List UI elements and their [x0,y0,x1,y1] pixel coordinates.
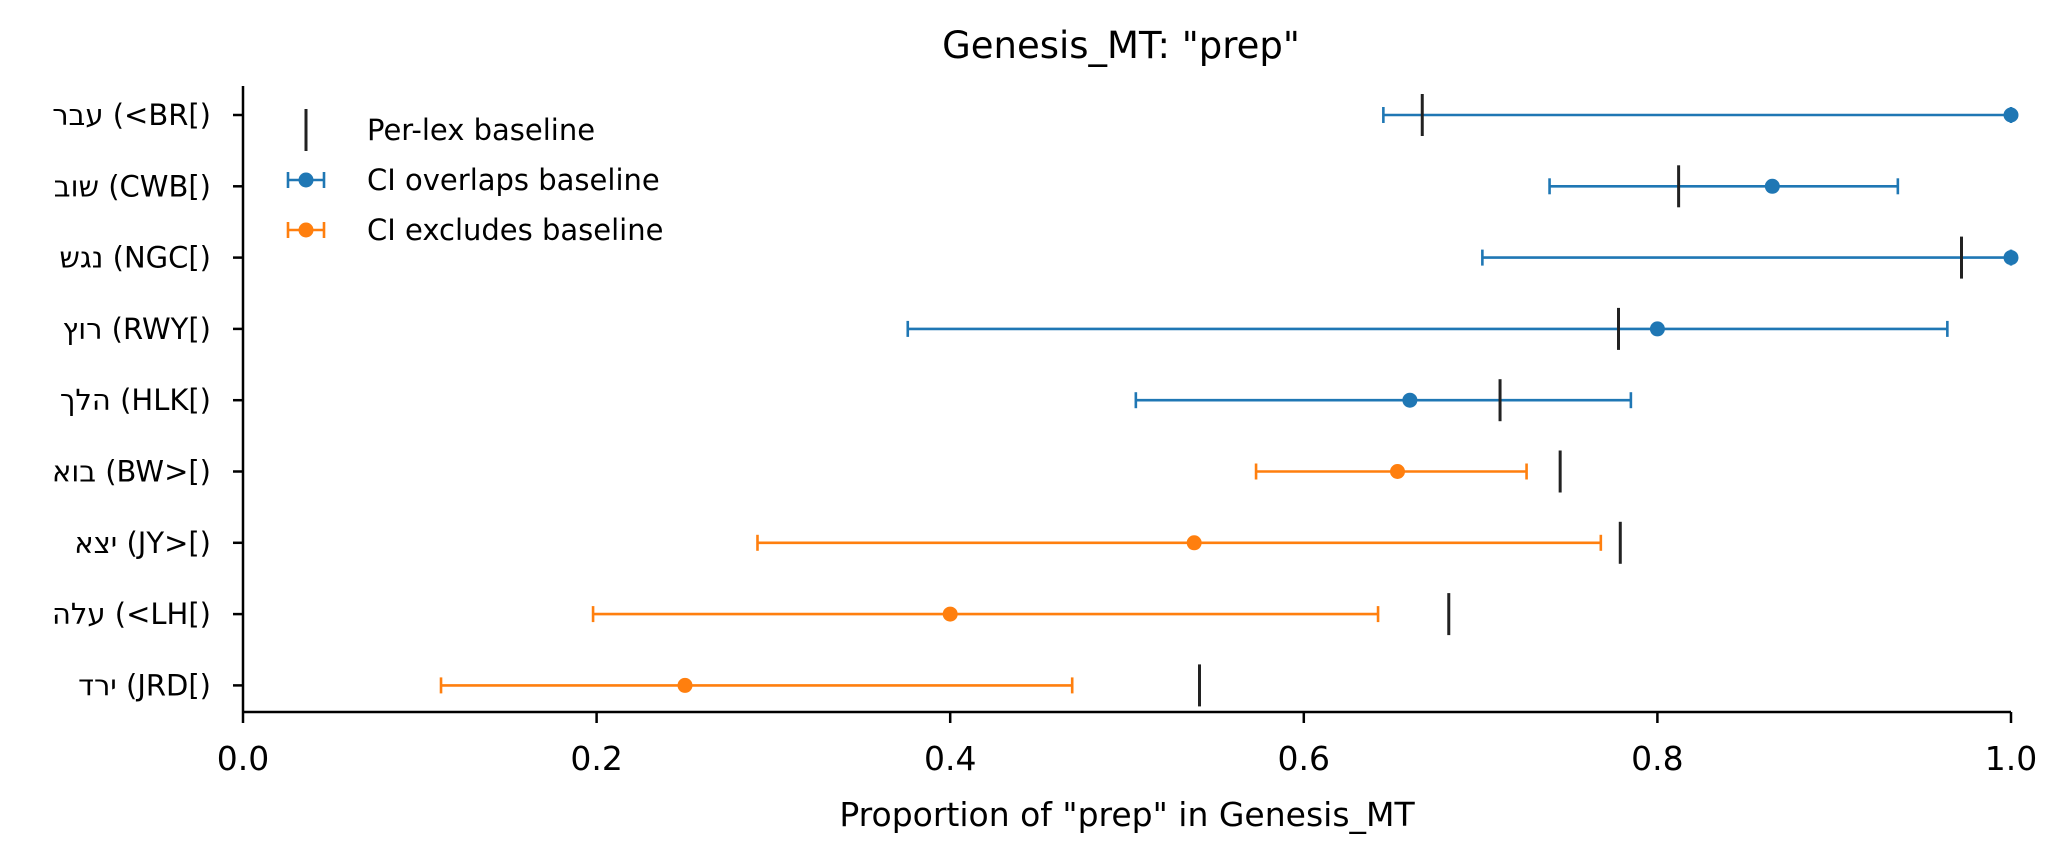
category-row [1548,165,1900,208]
y-tick-label: עבר (<BR[) [52,98,211,132]
estimate-point [1402,392,1418,408]
x-ticks: 0.0 0.2 0.4 0.6 0.8 1.0 [217,712,2037,778]
y-tick-label: נגש (NGC[) [59,241,211,275]
x-tick-label: 0.0 [217,739,269,778]
y-tick-label: הלך (HLK[) [60,383,211,417]
legend-point-swatch [298,172,314,188]
estimate-point [1649,321,1665,337]
chart-title: Genesis_MT: "prep" [942,24,1300,67]
estimate-point [1186,535,1202,551]
estimate-point [1390,464,1406,479]
y-ticks: עבר (<BR[) שוב (CWB[) נגש (NGC[) רוץ (RWY[)… [52,98,243,702]
x-tick-label: 0.4 [924,739,976,778]
estimate-point [677,677,693,693]
x-axis-label: Proportion of "prep" in Genesis_MT [839,795,1415,834]
x-tick-label: 0.8 [1631,739,1683,778]
category-row [756,521,1622,564]
x-tick-label: 0.6 [1278,739,1330,778]
legend-item: CI excludes baseline [286,213,663,247]
category-row [1134,379,1633,422]
category-row [1254,450,1562,493]
y-tick-label: רוץ (RWY[) [63,312,211,346]
legend-label: CI excludes baseline [367,213,663,247]
x-tick-label: 1.0 [1985,739,2037,778]
category-row [906,307,1949,350]
legend-label: Per-lex baseline [367,113,595,147]
category-row [439,664,1201,707]
legend-item: CI overlaps baseline [286,163,660,197]
y-tick-label: יצא (JY>[) [74,526,211,560]
estimate-point [2003,107,2019,123]
y-tick-label: בוא (BW>[) [52,455,211,489]
category-row [591,593,1451,636]
legend-point-swatch [298,222,314,238]
y-tick-label: שוב (CWB[) [54,169,211,203]
legend: Per-lex baseline CI overlaps baseline CI e… [286,109,663,247]
category-row [1481,236,2019,279]
y-tick-label: עלה (<LH[) [52,597,211,631]
x-tick-label: 0.2 [570,739,622,778]
estimate-point [942,606,958,622]
legend-item: Per-lex baseline [304,109,595,151]
estimate-point [2003,250,2019,266]
plot-area [439,94,2019,707]
category-row [1382,94,2019,136]
estimate-point [1764,178,1780,194]
legend-label: CI overlaps baseline [367,163,660,197]
y-tick-label: ירד (JRD[) [78,668,211,702]
